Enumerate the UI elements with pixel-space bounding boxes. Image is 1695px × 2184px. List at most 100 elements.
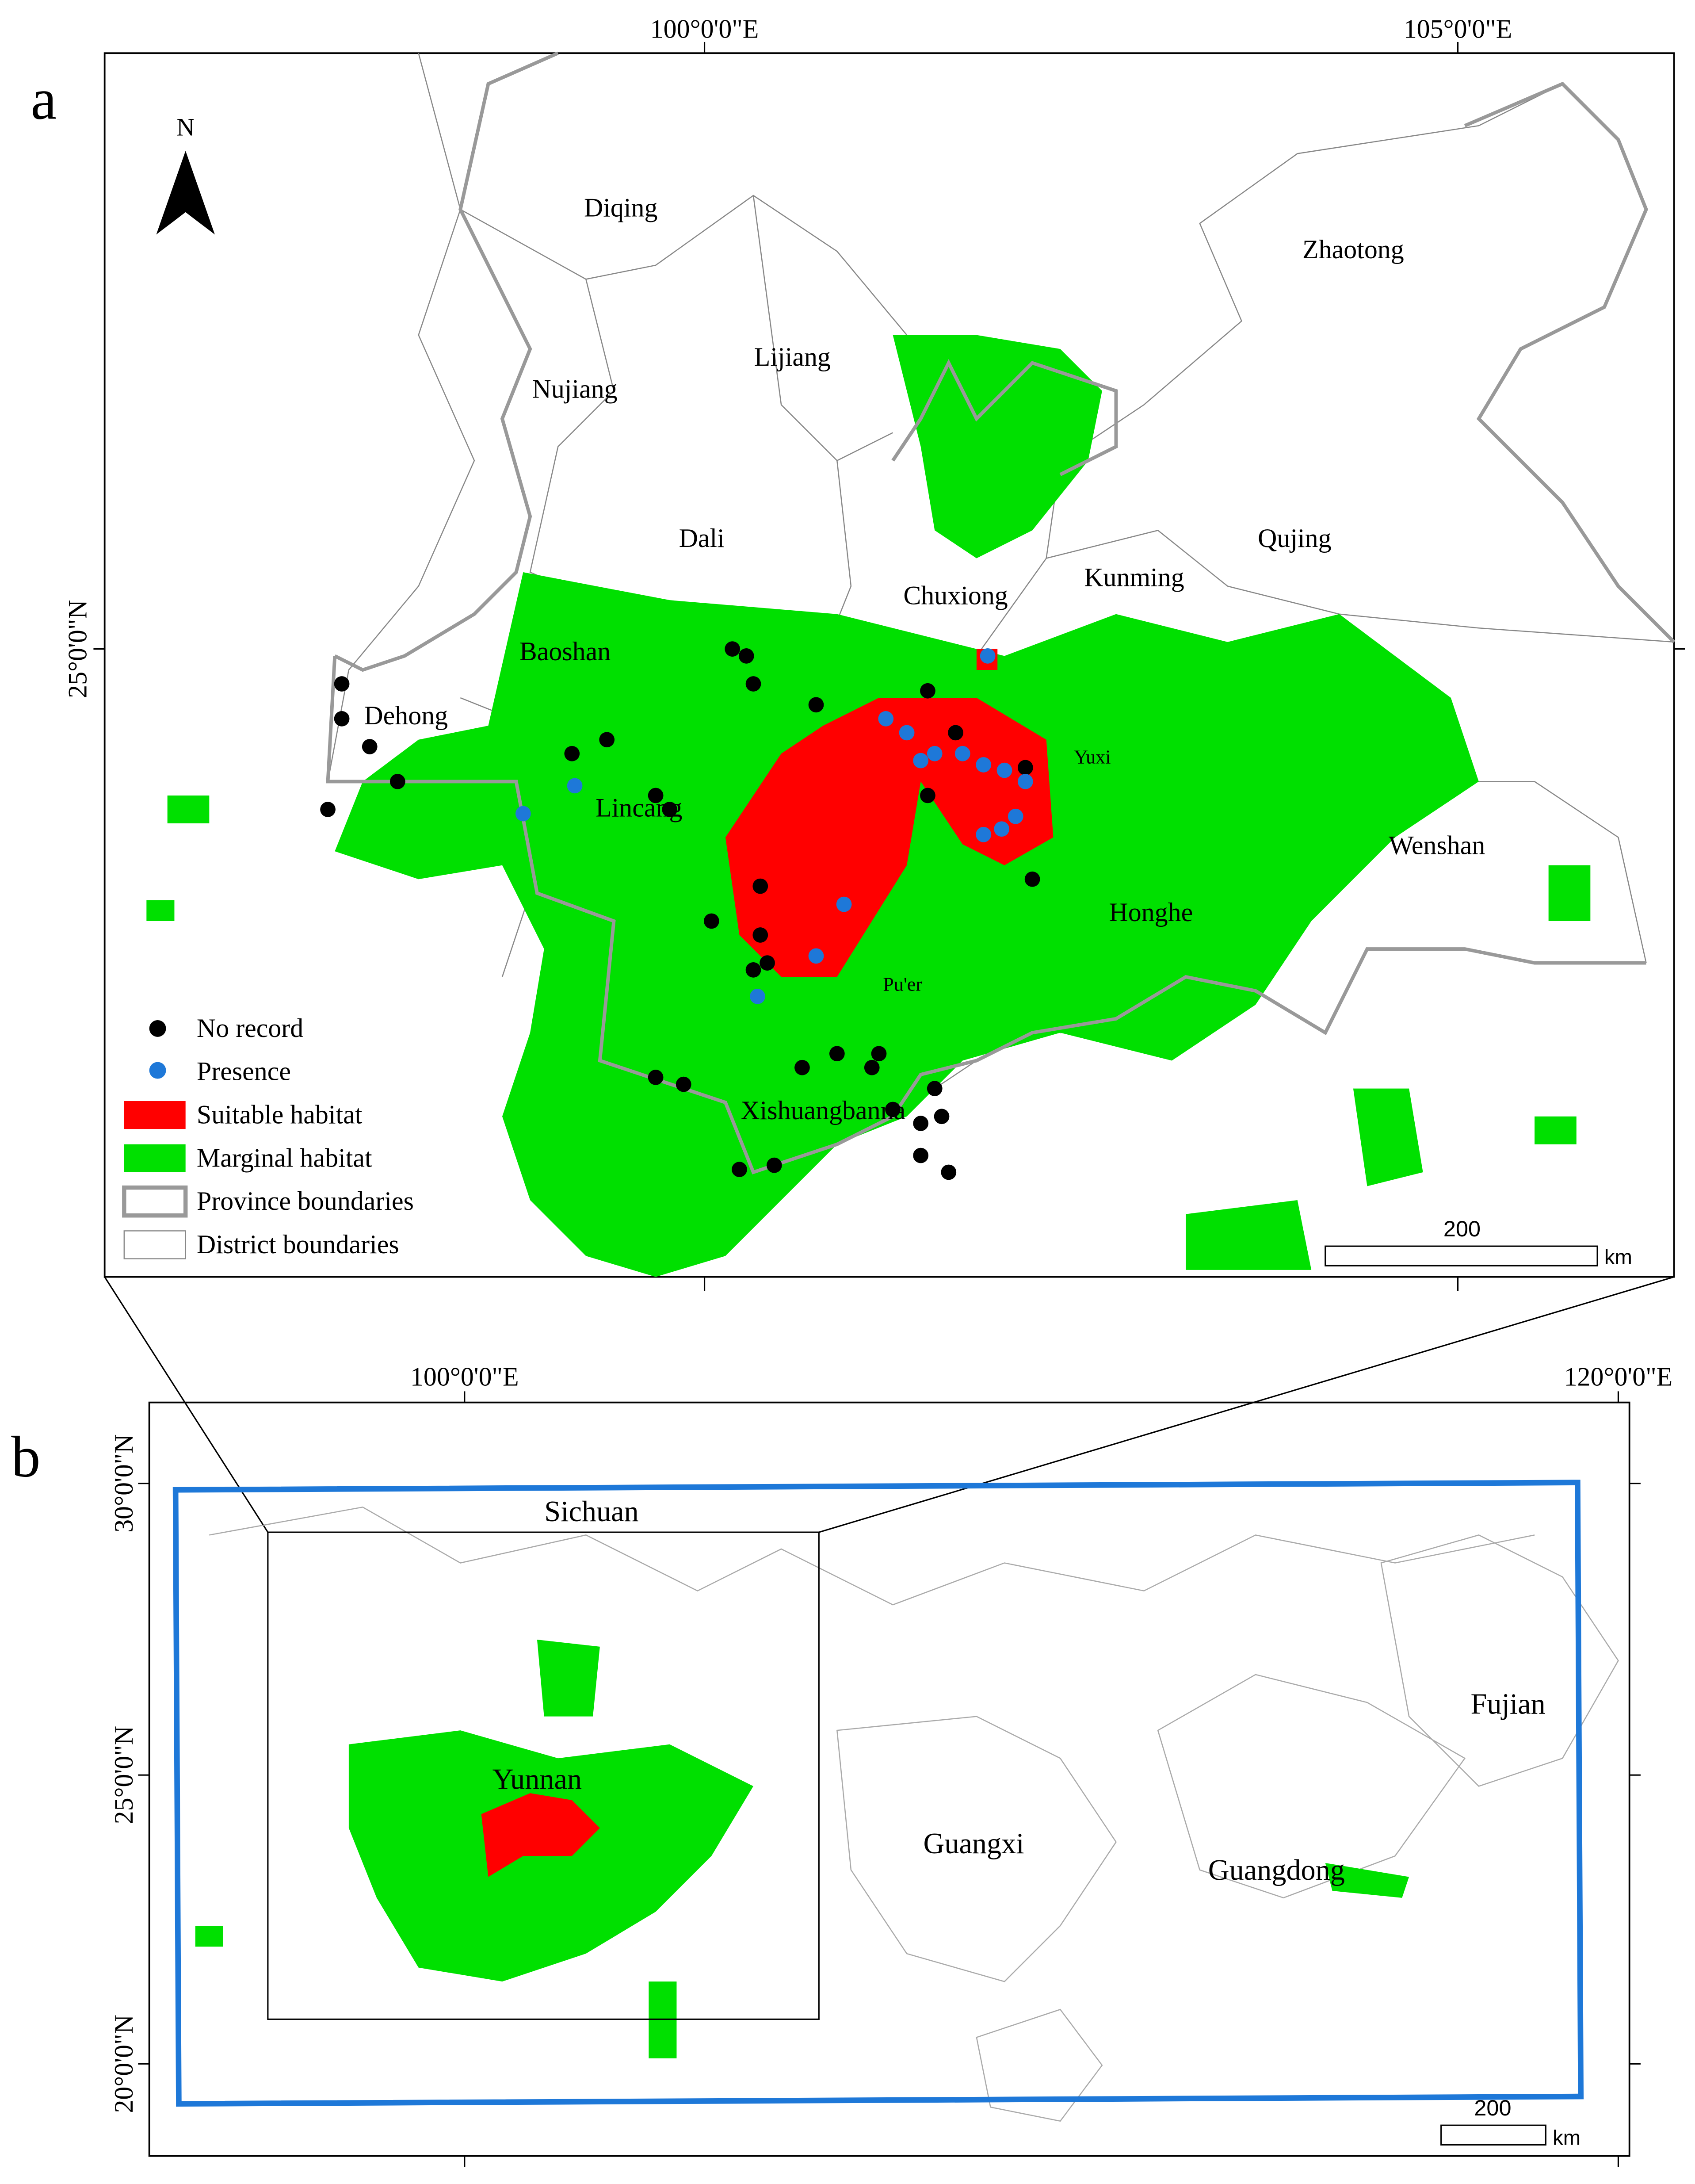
- district-name: Pu'er: [883, 974, 922, 995]
- longitude-label: 120°0'0"E: [1564, 1362, 1673, 1392]
- district-name: Kunming: [1084, 563, 1184, 592]
- no-record-point: [745, 962, 761, 978]
- district-name: Zhaotong: [1302, 235, 1404, 264]
- no-record-point: [871, 1046, 887, 1062]
- scale-value: 200: [1474, 2095, 1511, 2120]
- legend-no-record: [149, 1020, 166, 1037]
- study-area: [172, 1480, 1584, 2107]
- no-record-point: [808, 697, 824, 713]
- marginal-habitat: [1535, 1116, 1577, 1144]
- no-record-point: [564, 746, 580, 761]
- province-boundary: [326, 656, 1646, 1174]
- presence-point: [927, 746, 943, 761]
- no-record-point: [829, 1046, 845, 1062]
- no-record-point: [1024, 871, 1040, 887]
- panel-label: b: [11, 1424, 40, 1489]
- suitable-habitat: [725, 698, 1054, 977]
- no-record-point: [745, 676, 761, 692]
- no-record-point: [941, 1164, 957, 1180]
- panel-label: a: [31, 67, 57, 132]
- marginal-habitat: [146, 900, 175, 921]
- longitude-label: 100°0'0"E: [410, 1362, 519, 1392]
- no-record-point: [738, 648, 754, 664]
- scale-bar: [1325, 1245, 1598, 1266]
- inset-extent: [267, 1531, 820, 2020]
- no-record-point: [725, 641, 741, 657]
- marginal-habitat: [1325, 1863, 1409, 1898]
- legend-district: [123, 1230, 186, 1259]
- no-record-point: [948, 725, 963, 741]
- presence-point: [750, 988, 765, 1004]
- marginal-habitat: [1353, 1088, 1423, 1186]
- presence-point: [1008, 808, 1023, 824]
- latitude-label: 30°0'0"N: [109, 1434, 138, 1532]
- map-labels: a N 100°0'0"E 105°0'0"E 25°0'0"N Diqing Zhaoto…: [11, 14, 1672, 2150]
- presence-point: [994, 821, 1010, 837]
- district-name: Nujiang: [532, 375, 618, 404]
- district-name: Qujing: [1258, 524, 1332, 553]
- scale-unit: km: [1604, 1246, 1632, 1269]
- legend-label: District boundaries: [197, 1230, 399, 1259]
- district-name: Baoshan: [519, 637, 611, 666]
- presence-point: [954, 746, 970, 761]
- legend-province: [122, 1185, 188, 1218]
- scale-bar: [1440, 2124, 1546, 2146]
- scale-value: 200: [1443, 1216, 1481, 1241]
- province-boundary: [334, 51, 559, 672]
- district-name: Lincang: [596, 793, 682, 822]
- no-record-point: [648, 1070, 664, 1085]
- district-name: Yuxi: [1074, 746, 1111, 768]
- presence-point: [976, 826, 992, 842]
- north-label: N: [176, 113, 195, 141]
- district-boundary: [1046, 530, 1674, 643]
- province-boundary: [209, 1506, 1535, 1606]
- no-record-point: [662, 802, 678, 817]
- no-record-point: [913, 1147, 929, 1163]
- no-record-point: [320, 802, 336, 817]
- suitable-habitat: [481, 1793, 600, 1877]
- no-record-point: [334, 676, 350, 692]
- province-name: Yunnan: [492, 1763, 582, 1796]
- marginal-habitat: [335, 572, 1479, 1277]
- no-record-point: [885, 1102, 901, 1117]
- no-record-point: [732, 1162, 747, 1177]
- longitude-label: 100°0'0"E: [650, 14, 759, 43]
- legend-label: Province boundaries: [197, 1186, 414, 1216]
- no-record-point: [752, 878, 768, 894]
- map-shapes: [93, 42, 1685, 2167]
- latitude-label: 25°0'0"N: [63, 600, 92, 698]
- no-record-point: [599, 732, 615, 748]
- province-boundary: [836, 1716, 1117, 1982]
- province-boundary: [1464, 81, 1676, 643]
- district-name: Chuxiong: [903, 581, 1008, 610]
- marginal-habitat: [1548, 865, 1591, 921]
- presence-point: [808, 948, 824, 964]
- north-arrow: [156, 151, 215, 235]
- province-name: Sichuan: [544, 1496, 638, 1528]
- district-boundary: [752, 195, 893, 462]
- marginal-habitat: [167, 795, 210, 824]
- no-record-point: [794, 1059, 810, 1075]
- no-record-point: [676, 1076, 691, 1092]
- province-boundary: [1157, 1674, 1466, 1899]
- district-name: Dali: [679, 524, 725, 553]
- presence-point: [567, 778, 583, 794]
- province-boundary: [976, 2008, 1103, 2122]
- no-record-point: [920, 683, 935, 699]
- district-name: Honghe: [1109, 898, 1193, 927]
- district-boundary: [460, 195, 908, 336]
- marginal-habitat: [195, 1925, 223, 1947]
- district-name: Diqing: [584, 193, 658, 222]
- inset-connector: [818, 1276, 1675, 1533]
- no-record-point: [389, 774, 405, 789]
- province-boundary: [1380, 1534, 1619, 1787]
- no-record-point: [648, 788, 664, 803]
- presence-point: [515, 806, 531, 822]
- no-record-point: [1017, 760, 1033, 776]
- province-boundary: [891, 359, 1118, 476]
- scale-unit: km: [1553, 2126, 1580, 2150]
- district-name: Wenshan: [1389, 830, 1485, 860]
- no-record-point: [760, 955, 775, 971]
